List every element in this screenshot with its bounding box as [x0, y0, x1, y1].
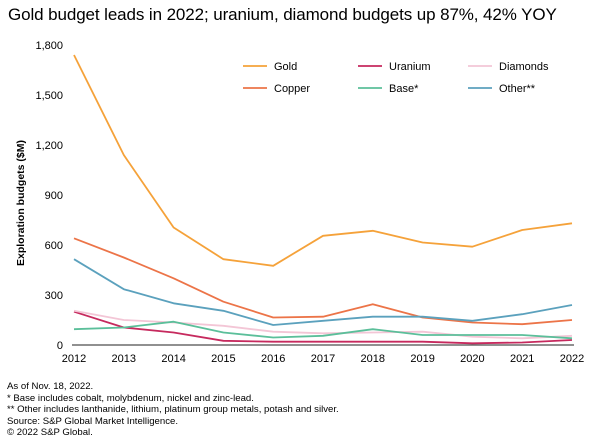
y-tick-label: 300: [45, 290, 63, 302]
y-axis-label: Exploration budgets ($M): [15, 140, 27, 266]
series-line-copper: [73, 237, 573, 326]
legend-label-diamonds: Diamonds: [499, 61, 549, 73]
x-tick-label: 2020: [460, 353, 484, 365]
legend-label-uranium: Uranium: [389, 61, 431, 73]
footnote-base: * Base includes cobalt, molybdenum, nick…: [7, 392, 254, 404]
series-line-uranium: [73, 310, 573, 345]
series-line-base: [73, 320, 573, 340]
footnote-source: Source: S&P Global Market Intelligence.: [7, 415, 179, 427]
y-tick-label: 600: [45, 240, 63, 252]
legend-label-other: Other**: [499, 83, 536, 95]
series-lines: [73, 54, 573, 345]
chart-title: Gold budget leads in 2022; uranium, diam…: [8, 5, 557, 24]
series-line-diamonds: [73, 309, 573, 340]
footnotes: As of Nov. 18, 2022. * Base includes cob…: [7, 381, 339, 439]
x-tick-label: 2016: [261, 353, 285, 365]
x-tick-label: 2019: [410, 353, 434, 365]
x-tick-label: 2018: [361, 353, 385, 365]
y-tick-label: 1,500: [35, 90, 63, 102]
x-axis: 2012 2013 2014 2015 2016 2017 2018 2019 2020 2021…: [62, 353, 584, 365]
x-tick-label: 2013: [112, 353, 136, 365]
legend-label-gold: Gold: [274, 61, 297, 73]
x-tick-label: 2012: [62, 353, 86, 365]
footnote-other: ** Other includes lanthanide, lithium, p…: [7, 404, 339, 416]
legend: Gold Uranium Diamonds Copper Base* Other**: [243, 61, 549, 95]
x-tick-label: 2021: [510, 353, 534, 365]
y-tick-label: 0: [57, 340, 63, 352]
series-line-other: [73, 258, 573, 326]
footnote-copyright: © 2022 S&P Global.: [7, 427, 93, 439]
x-tick-label: 2017: [311, 353, 335, 365]
y-axis: 0 300 600 900 1,200 1,500 1,800: [35, 40, 63, 352]
footnote-date: As of Nov. 18, 2022.: [7, 381, 94, 392]
y-tick-label: 1,200: [35, 140, 63, 152]
x-tick-label: 2015: [211, 353, 235, 365]
x-tick-label: 2022: [560, 353, 584, 365]
y-tick-label: 900: [45, 190, 63, 202]
x-tick-label: 2014: [161, 353, 185, 365]
legend-label-base: Base*: [389, 83, 419, 95]
legend-label-copper: Copper: [274, 83, 310, 95]
series-line-gold: [73, 54, 573, 267]
y-tick-label: 1,800: [35, 40, 63, 52]
